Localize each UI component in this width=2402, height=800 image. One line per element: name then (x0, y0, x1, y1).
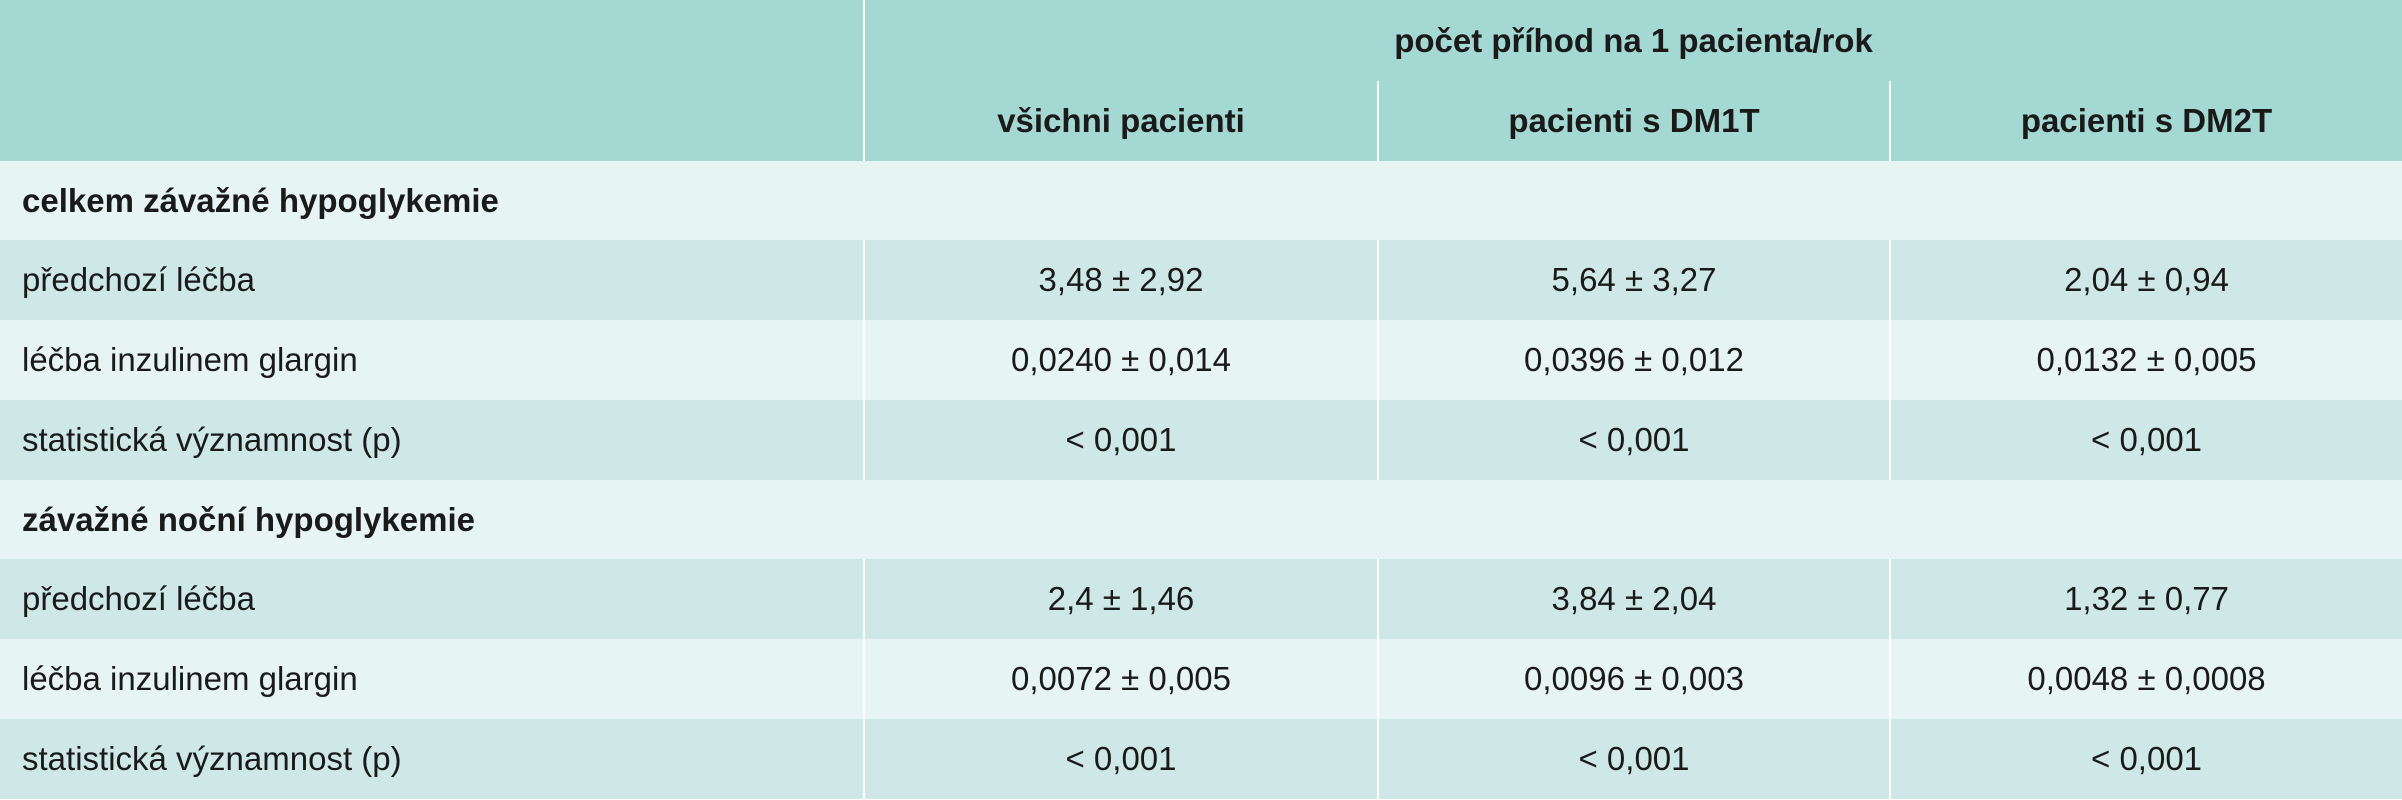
section-row-nocturnal: závažné noční hypoglykemie (0, 480, 2402, 559)
cell-dm2t: 1,32 ± 0,77 (1888, 559, 2402, 639)
table-row: statistická významnost (p) < 0,001 < 0,0… (0, 719, 2402, 799)
cell-dm2t: 2,04 ± 0,94 (1888, 240, 2402, 320)
row-label: statistická významnost (p) (0, 400, 864, 480)
section-title: závažné noční hypoglykemie (0, 480, 2402, 559)
cell-all-patients: 3,48 ± 2,92 (863, 240, 1378, 320)
row-label: předchozí léčba (0, 240, 864, 320)
section-title: celkem závažné hypoglykemie (0, 161, 2402, 240)
header-group-label: počet příhod na 1 pacienta/rok (862, 0, 2402, 81)
cell-all-patients: 2,4 ± 1,46 (863, 559, 1378, 639)
cell-all-patients: 0,0240 ± 0,014 (863, 320, 1378, 400)
cell-dm1t: < 0,001 (1377, 400, 1890, 480)
cell-all-patients: < 0,001 (863, 400, 1378, 480)
table-row: léčba inzulinem glargin 0,0240 ± 0,014 0… (0, 320, 2402, 400)
table-row: léčba inzulinem glargin 0,0072 ± 0,005 0… (0, 639, 2402, 719)
table-row: předchozí léčba 2,4 ± 1,46 3,84 ± 2,04 1… (0, 559, 2402, 639)
table-row: předchozí léčba 3,48 ± 2,92 5,64 ± 3,27 … (0, 240, 2402, 320)
header-corner-cell (0, 0, 864, 81)
cell-dm2t: < 0,001 (1888, 400, 2402, 480)
cell-dm1t: 0,0396 ± 0,012 (1377, 320, 1890, 400)
cell-dm1t: 5,64 ± 3,27 (1377, 240, 1890, 320)
column-header-all-patients: všichni pacienti (863, 81, 1378, 161)
cell-dm1t: 3,84 ± 2,04 (1377, 559, 1890, 639)
row-label: léčba inzulinem glargin (0, 639, 864, 719)
column-header-dm2t: pacienti s DM2T (1888, 81, 2402, 161)
section-row-total: celkem závažné hypoglykemie (0, 161, 2402, 240)
header-corner-cell (0, 81, 864, 161)
header-row-group: počet příhod na 1 pacienta/rok (0, 0, 2402, 81)
header-row-columns: všichni pacienti pacienti s DM1T pacient… (0, 81, 2402, 161)
table-row: statistická významnost (p) < 0,001 < 0,0… (0, 400, 2402, 480)
column-header-dm1t: pacienti s DM1T (1377, 81, 1890, 161)
cell-all-patients: 0,0072 ± 0,005 (863, 639, 1378, 719)
row-label: léčba inzulinem glargin (0, 320, 864, 400)
cell-dm1t: 0,0096 ± 0,003 (1377, 639, 1890, 719)
row-label: statistická významnost (p) (0, 719, 864, 799)
cell-dm1t: < 0,001 (1377, 719, 1890, 799)
cell-all-patients: < 0,001 (863, 719, 1378, 799)
cell-dm2t: < 0,001 (1888, 719, 2402, 799)
row-label: předchozí léčba (0, 559, 864, 639)
cell-dm2t: 0,0048 ± 0,0008 (1888, 639, 2402, 719)
cell-dm2t: 0,0132 ± 0,005 (1888, 320, 2402, 400)
